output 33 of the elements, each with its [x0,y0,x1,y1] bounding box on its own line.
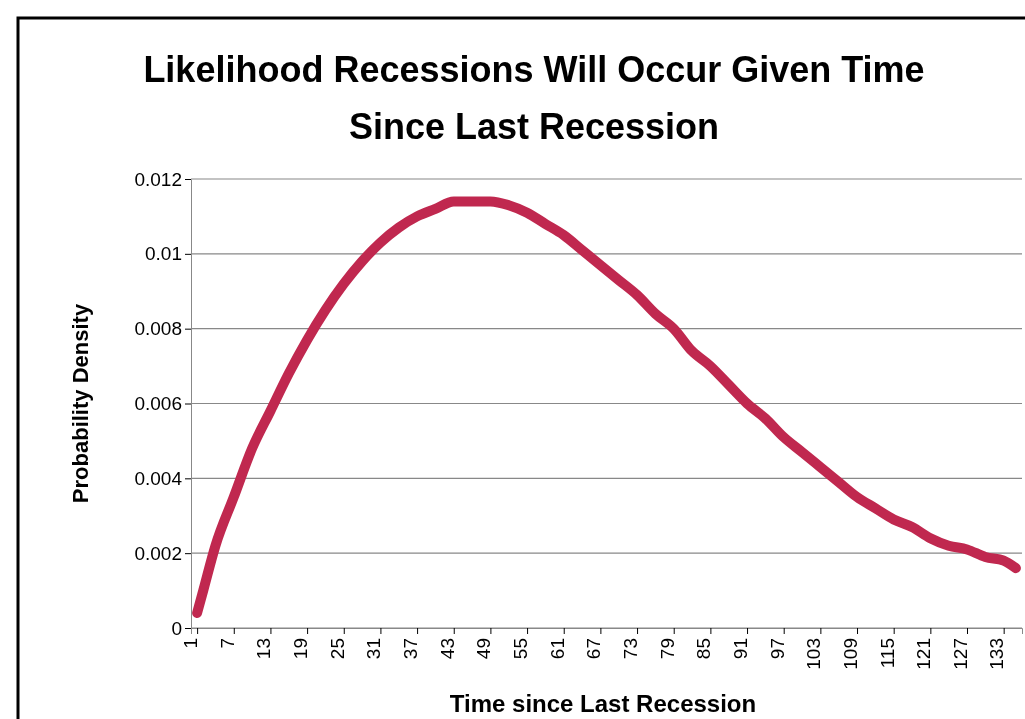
x-tick-label: 49 [473,638,495,660]
y-tick-label: 0.006 [134,393,182,415]
x-tick-label: 61 [546,638,568,660]
x-axis-title: Time since Last Recession [449,690,757,717]
y-tick-label: 0.002 [134,542,182,564]
x-tick-label: 127 [949,638,971,670]
x-tick-label: 55 [509,638,531,660]
x-tick-label: 1 [179,638,201,649]
x-tick-label: 133 [986,638,1008,670]
x-tick-label: 7 [216,638,238,649]
x-tick-label: 91 [729,638,751,660]
x-tick-label: 25 [326,638,348,660]
x-tick-label: 121 [913,638,935,670]
x-tick-label: 13 [253,638,275,660]
y-tick-label: 0.012 [134,168,182,190]
x-tick-label: 67 [583,638,605,660]
chart-title: Likelihood Recessions Will Occur Given Time Since Last Recession [143,49,925,147]
x-tick-label: 19 [289,638,311,660]
x-tick-label: 43 [436,638,458,660]
y-tick-label: 0.008 [134,318,182,340]
y-tick-label: 0 [171,617,182,639]
y-tick-label: 0.004 [134,467,183,489]
y-axis-title: Probability Density [68,303,93,504]
x-tick-label: 97 [766,638,788,660]
x-tick-label: 103 [803,638,825,670]
x-tick-label: 85 [693,638,715,660]
x-tick-label: 73 [619,638,641,660]
x-tick-label: 31 [363,638,385,660]
x-tick-label: 79 [656,638,678,660]
x-tick-label: 115 [876,638,898,669]
y-tick-label: 0.01 [145,243,182,265]
x-tick-label: 37 [399,638,421,660]
x-tick-label: 109 [839,638,861,670]
